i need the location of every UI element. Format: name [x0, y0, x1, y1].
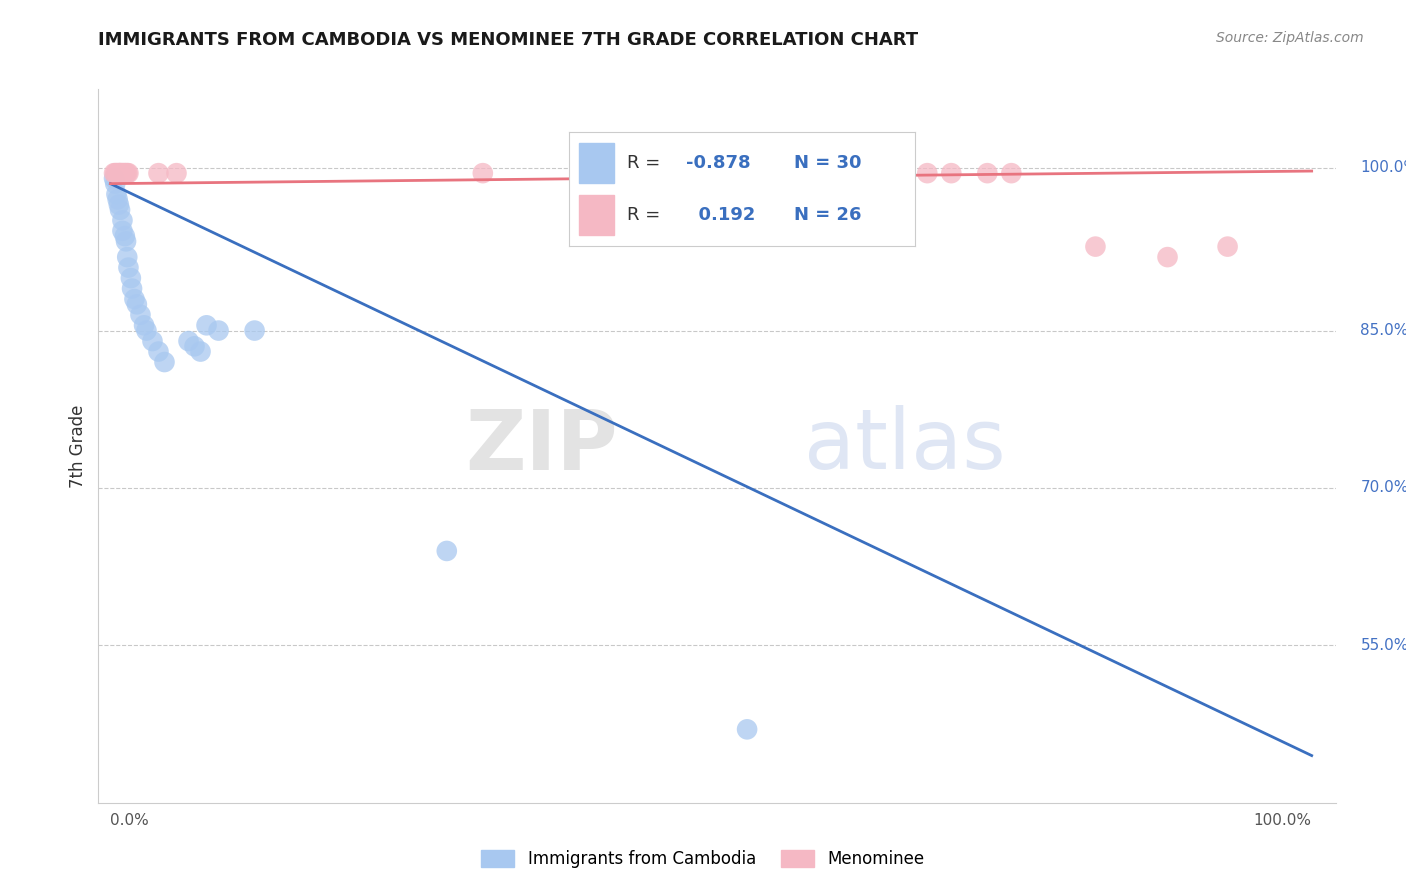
Point: [108, 166, 131, 180]
Point: [105, 166, 128, 180]
Text: 85.0%: 85.0%: [1361, 323, 1406, 338]
Legend: Immigrants from Cambodia, Menominee: Immigrants from Cambodia, Menominee: [474, 843, 932, 875]
Point: [117, 250, 139, 264]
Point: [120, 271, 142, 285]
Text: 100.0%: 100.0%: [1361, 161, 1406, 176]
Point: [735, 723, 758, 737]
Text: IMMIGRANTS FROM CAMBODIA VS MENOMINEE 7TH GRADE CORRELATION CHART: IMMIGRANTS FROM CAMBODIA VS MENOMINEE 7T…: [98, 31, 918, 49]
Point: [195, 318, 218, 333]
Point: [108, 202, 131, 217]
Point: [141, 334, 163, 348]
Point: [115, 166, 138, 180]
Point: [117, 166, 139, 180]
Text: N = 26: N = 26: [794, 206, 862, 224]
Text: 0.192: 0.192: [686, 206, 756, 224]
Text: 70.0%: 70.0%: [1361, 481, 1406, 495]
Point: [177, 334, 200, 348]
Point: [917, 166, 939, 180]
Point: [121, 282, 143, 296]
Point: [207, 324, 229, 338]
Point: [190, 344, 212, 359]
Point: [125, 297, 148, 311]
Y-axis label: 7th Grade: 7th Grade: [69, 404, 87, 488]
Point: [111, 213, 134, 227]
Point: [108, 166, 131, 180]
Point: [941, 166, 963, 180]
Point: [111, 166, 134, 180]
Point: [1216, 239, 1239, 253]
Point: [148, 166, 170, 180]
Point: [148, 344, 170, 359]
Point: [108, 166, 131, 180]
Point: [166, 166, 188, 180]
Point: [891, 166, 914, 180]
Point: [132, 318, 155, 333]
Point: [1000, 166, 1022, 180]
Point: [976, 166, 998, 180]
Point: [112, 166, 135, 180]
Point: [104, 177, 127, 191]
Text: ZIP: ZIP: [465, 406, 619, 486]
Point: [114, 166, 136, 180]
Point: [107, 193, 129, 207]
Point: [1084, 239, 1107, 253]
Point: [104, 166, 127, 180]
Bar: [579, 194, 613, 235]
Text: Source: ZipAtlas.com: Source: ZipAtlas.com: [1216, 31, 1364, 45]
Point: [117, 166, 139, 180]
Text: 0.0%: 0.0%: [111, 814, 149, 829]
Text: R =: R =: [627, 154, 666, 172]
Point: [107, 166, 129, 180]
Point: [436, 544, 458, 558]
Text: -0.878: -0.878: [686, 154, 751, 172]
Point: [114, 229, 136, 244]
Text: N = 30: N = 30: [794, 154, 862, 172]
Point: [135, 324, 157, 338]
Point: [129, 308, 152, 322]
Point: [1156, 250, 1178, 264]
Point: [243, 324, 266, 338]
Point: [105, 187, 128, 202]
Point: [103, 171, 125, 186]
Text: 100.0%: 100.0%: [1254, 814, 1312, 829]
Text: 55.0%: 55.0%: [1361, 638, 1406, 653]
Point: [471, 166, 494, 180]
Point: [115, 235, 138, 249]
Point: [183, 339, 205, 353]
Text: atlas: atlas: [804, 406, 1005, 486]
Point: [103, 166, 125, 180]
Point: [108, 197, 131, 211]
Text: R =: R =: [627, 206, 666, 224]
Bar: [579, 144, 613, 184]
Point: [111, 224, 134, 238]
Point: [124, 292, 146, 306]
Point: [153, 355, 176, 369]
Point: [117, 260, 139, 275]
Point: [110, 166, 132, 180]
Point: [868, 166, 890, 180]
